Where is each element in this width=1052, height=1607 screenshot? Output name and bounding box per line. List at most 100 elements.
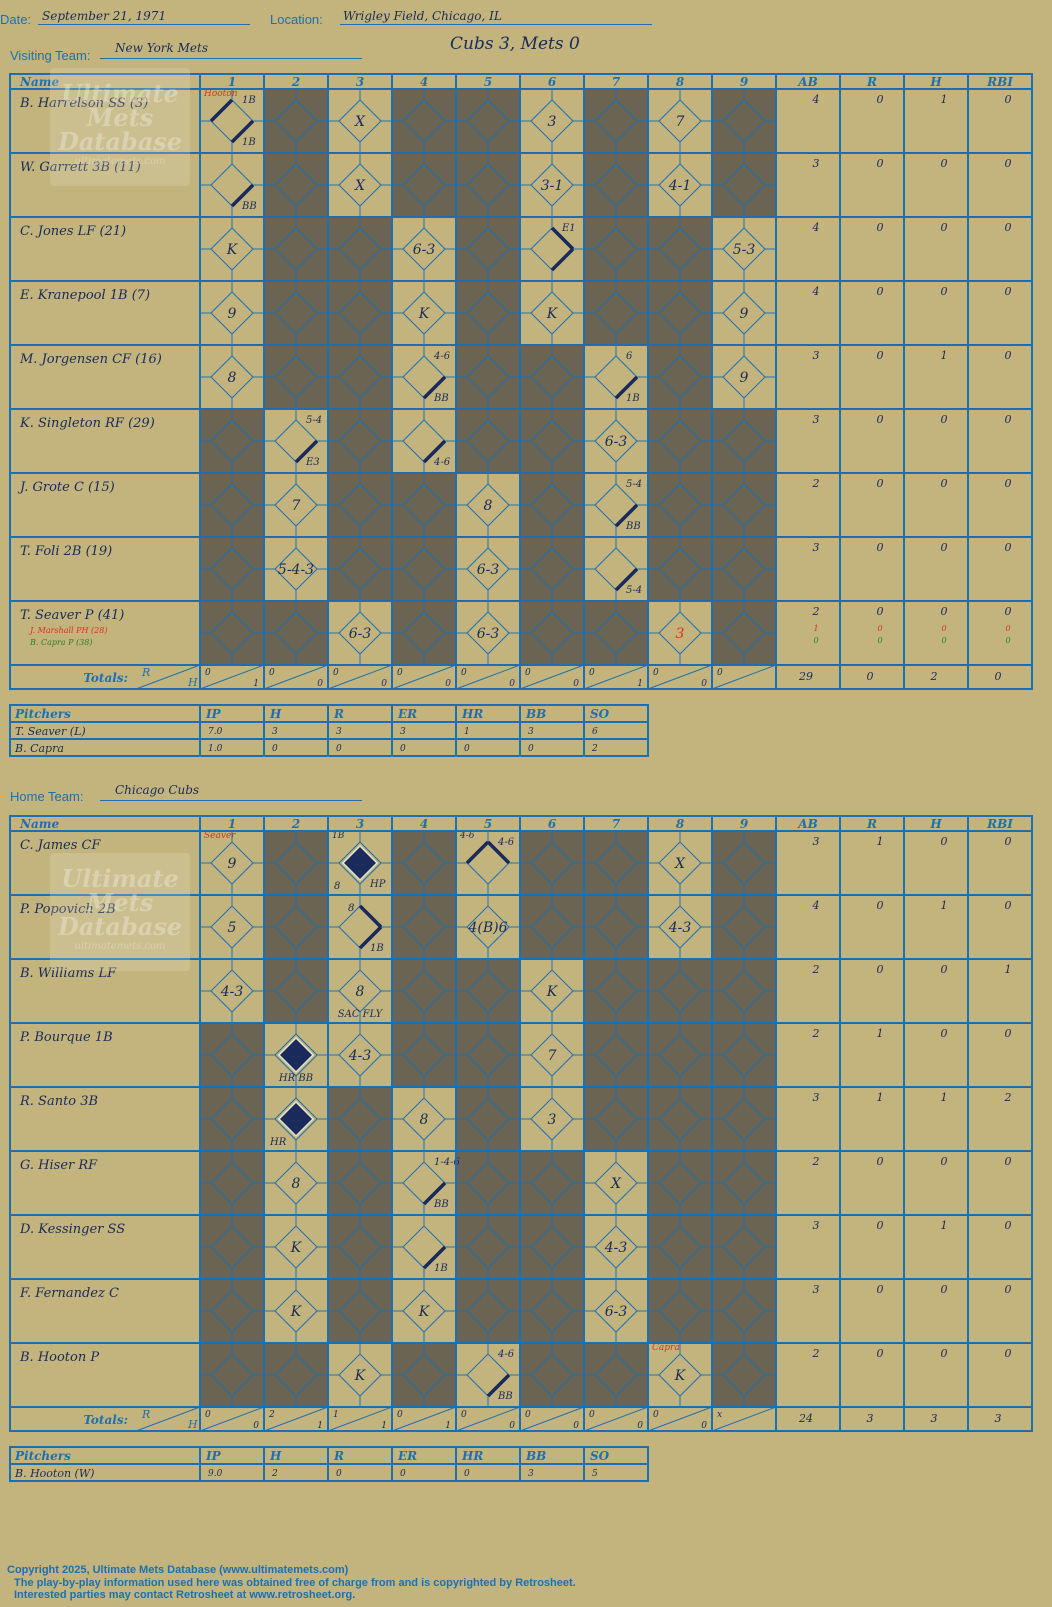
home-player-stat: 1 — [877, 835, 884, 848]
visitors-player-stat: 0 — [877, 285, 884, 298]
visitors-player-stat: 0 — [1005, 413, 1012, 426]
visitors-play-4-4: 4-6 — [433, 351, 451, 362]
visitors-pitcher-stat: 1 — [464, 727, 470, 737]
home-pitcher-col: SO — [590, 1449, 610, 1463]
visitors-inning-total-divider — [711, 664, 777, 690]
visitors-sub-stat: 0 — [813, 636, 818, 645]
home-pitcher-stat: 0 — [336, 1469, 342, 1479]
visitors-inning-total-divider — [199, 664, 265, 690]
watermark-home — [50, 853, 190, 971]
home-play-3-3: 4-3 — [348, 1048, 372, 1064]
home-inning-runs: 0 — [397, 1410, 403, 1420]
home-inning-hits: 1 — [381, 1421, 387, 1431]
home-player-name: R. Santo 3B — [19, 1094, 98, 1109]
home-inning-total-divider — [455, 1406, 521, 1432]
home-player-stat: 2 — [812, 1347, 820, 1360]
home-play-6-2: K — [290, 1240, 303, 1256]
visitors-inning-runs: 0 — [525, 668, 531, 678]
home-inning-hits: 1 — [317, 1421, 323, 1431]
visitors-sub-stat: 0 — [941, 636, 946, 645]
home-play-3-6: 7 — [548, 1048, 557, 1064]
visitors-play-7-7: 5-4 — [626, 585, 642, 596]
home-player-name: D. Kessinger SS — [19, 1222, 125, 1237]
home-header-inning: 7 — [612, 817, 621, 831]
visitors-player-stat: 0 — [941, 285, 948, 298]
visitors-pitcher-name: T. Seaver (L) — [15, 725, 86, 738]
home-base-path-1-3 — [358, 925, 383, 950]
home-player-stat: 1 — [941, 1219, 948, 1232]
visitors-pitchers-label: Pitchers — [14, 707, 71, 721]
visitors-player-stat: 0 — [1005, 349, 1012, 362]
visitors-sub-stat: 0 — [877, 624, 882, 633]
home-player-stat: 3 — [813, 1091, 820, 1104]
home-team-name: Chicago Cubs — [115, 783, 200, 797]
visitors-header-inning: 6 — [548, 75, 557, 89]
home-pitcher-col: R — [333, 1449, 344, 1463]
visitors-play-6-2: 7 — [292, 498, 301, 514]
home-play-1-3: 8 — [348, 903, 354, 914]
home-play-1-8: 4-3 — [668, 920, 692, 936]
home-pitcher-col: ER — [397, 1449, 417, 1463]
home-player-name: P. Bourque 1B — [19, 1030, 113, 1045]
visitors-sub-name: B. Capra P (38) — [29, 638, 92, 647]
visitors-play-4-1: 8 — [228, 370, 237, 386]
visitors-base-path-2-6 — [550, 247, 575, 272]
visitors-pitcher-stat: 3 — [400, 727, 406, 737]
visitors-inning-hits: 0 — [445, 679, 451, 689]
home-header-inning: 4 — [420, 817, 428, 831]
home-inning-runs: 0 — [461, 1410, 467, 1420]
game-result: Cubs 3, Mets 0 — [450, 34, 580, 54]
visitors-base-path-6-7 — [614, 503, 639, 528]
visitors-player-stat: 4 — [812, 285, 820, 298]
home-inning-total-divider — [647, 1406, 713, 1432]
home-inning-total-divider — [263, 1406, 329, 1432]
visitors-header-inning: 3 — [356, 75, 364, 89]
visitors-player-name: K. Singleton RF (29) — [19, 416, 155, 431]
visitors-player-stat: 0 — [877, 93, 884, 106]
visitors-sub-name: J. Marshall PH (28) — [28, 626, 107, 635]
location-underline — [340, 24, 652, 25]
visitors-inning-total-divider — [391, 664, 457, 690]
home-player-stat: 2 — [812, 1027, 820, 1040]
home-totals-label: Totals: — [83, 1413, 128, 1427]
visitors-player-name: T. Foli 2B (19) — [20, 544, 112, 559]
visitors-watermark-line3: Database — [57, 127, 182, 156]
date-label: Date: — [0, 12, 32, 27]
home-header-inning: 6 — [548, 817, 557, 831]
home-play-4-2: HR — [269, 1137, 287, 1148]
visitors-play-1-3: X — [354, 178, 366, 194]
visitors-pitcher-stat: 0 — [272, 744, 278, 754]
home-play-1-3: 1B — [370, 943, 384, 954]
home-player-stat: 0 — [877, 1347, 884, 1360]
visitors-totals-label: Totals: — [83, 671, 128, 685]
home-pitcher-stat: 0 — [400, 1469, 406, 1479]
visitors-inning-runs: 0 — [333, 668, 339, 678]
home-inning-hits: 0 — [509, 1421, 515, 1431]
visitors-inning-total-divider — [519, 664, 585, 690]
visitors-player-name: W. Garrett 3B (11) — [20, 160, 141, 175]
visitors-header-inning: 2 — [291, 75, 300, 89]
home-base-path-5-4 — [422, 1181, 447, 1206]
home-play-6-4: 1B — [434, 1263, 448, 1274]
home-play-1-1: 5 — [228, 920, 237, 936]
visitors-player-stat: 0 — [877, 413, 884, 426]
home-play-0-1: Seaver — [204, 831, 236, 841]
home-player-stat: 0 — [1005, 1347, 1012, 1360]
visitors-header-inning: 9 — [740, 75, 749, 89]
visiting-team-name: New York Mets — [115, 41, 208, 55]
visitors-total-stat: 29 — [798, 670, 813, 683]
home-header-name: Name — [19, 817, 59, 831]
visitors-pitcher-stat: 3 — [272, 727, 278, 737]
visitors-player-stat: 0 — [877, 605, 884, 618]
home-player-stat: 3 — [813, 1219, 820, 1232]
home-play-0-5: 4-6 — [459, 831, 475, 841]
home-player-name: F. Fernandez C — [19, 1286, 119, 1301]
home-play-3-2: HR BB — [278, 1073, 313, 1084]
home-inning-runs: 2 — [268, 1410, 275, 1420]
visitors-player-stat: 0 — [877, 221, 884, 234]
game-location: Wrigley Field, Chicago, IL — [343, 9, 502, 23]
visitors-play-8-8: 3 — [676, 626, 685, 642]
visitors-play-4-7: 6 — [626, 351, 633, 362]
visitors-player-stat: 0 — [941, 477, 948, 490]
